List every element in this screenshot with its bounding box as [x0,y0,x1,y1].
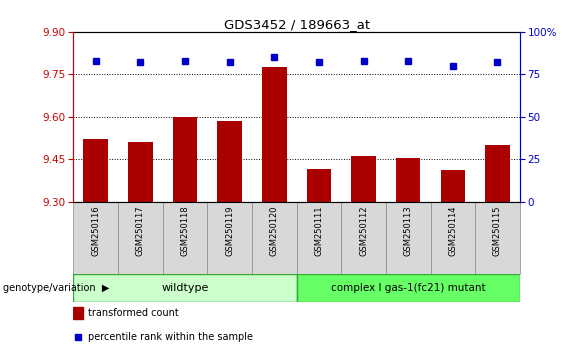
Bar [297,201,341,274]
Bar [297,274,520,302]
Text: GSM250111: GSM250111 [315,205,323,256]
Bar [351,156,376,201]
Text: GSM250117: GSM250117 [136,205,145,256]
Bar [207,201,252,274]
Text: GSM250120: GSM250120 [270,205,279,256]
Text: transformed count: transformed count [88,308,179,318]
Bar [84,139,108,201]
Bar [73,274,297,302]
Title: GDS3452 / 189663_at: GDS3452 / 189663_at [224,18,370,31]
Text: percentile rank within the sample: percentile rank within the sample [88,332,253,342]
Bar [262,67,286,201]
Bar [252,201,297,274]
Bar [396,158,420,201]
Text: GSM250113: GSM250113 [404,205,412,256]
Bar [341,201,386,274]
Bar [118,201,163,274]
Text: GSM250115: GSM250115 [493,205,502,256]
Bar [475,201,520,274]
Text: GSM250119: GSM250119 [225,205,234,256]
Bar [173,117,197,201]
Bar [441,170,465,201]
Bar [73,201,118,274]
Text: complex I gas-1(fc21) mutant: complex I gas-1(fc21) mutant [331,283,485,293]
Bar [218,121,242,201]
Text: wildtype: wildtype [162,283,208,293]
Bar [307,169,331,201]
Bar [485,145,510,201]
Bar [386,201,431,274]
Text: genotype/variation  ▶: genotype/variation ▶ [3,283,109,293]
Text: GSM250118: GSM250118 [181,205,189,256]
Bar [128,142,153,201]
Text: GSM250114: GSM250114 [449,205,457,256]
Bar [431,201,475,274]
Text: GSM250116: GSM250116 [92,205,100,256]
Bar [163,201,207,274]
Bar [73,307,83,319]
Text: GSM250112: GSM250112 [359,205,368,256]
